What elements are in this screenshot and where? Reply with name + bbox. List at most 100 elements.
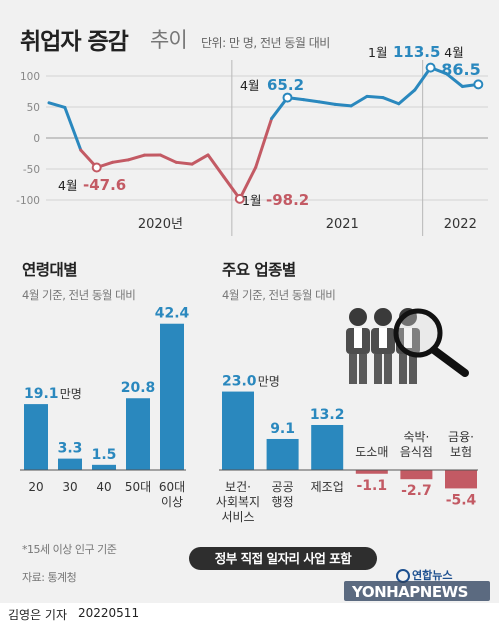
policy-note-badge: 정부 직접 일자리 사업 포함 — [189, 547, 377, 570]
person-shirt — [379, 328, 387, 348]
annotation-month: 4월 — [58, 178, 77, 193]
bar-value-label: -1.1 — [356, 478, 387, 494]
person-leg — [384, 354, 392, 384]
bar — [311, 424, 344, 470]
bar-value-label: 1.5 — [92, 447, 117, 463]
line-segment — [238, 165, 258, 201]
bar-value-label: 9.1 — [270, 421, 295, 437]
year-label: 2021 — [326, 217, 359, 232]
bar-value-label: 42.4 — [155, 306, 190, 322]
annotation-value: -98.2 — [266, 191, 309, 209]
footnote: *15세 이상 인구 기준 — [22, 543, 117, 556]
yonhap-logo-korean: 연합뉴스 — [412, 569, 453, 582]
bar-category-label: 도소매 — [355, 445, 388, 459]
line-segment — [47, 101, 67, 109]
bar — [355, 470, 388, 474]
bar-category-label: 사회복지 — [216, 495, 260, 509]
annotation-month: 1월 — [242, 193, 261, 208]
magnifier-handle — [430, 346, 469, 377]
person-shirt — [354, 328, 362, 348]
bar — [266, 438, 299, 470]
age-section-title: 연령대별 — [22, 261, 78, 279]
bar-value-label: 13.2 — [310, 407, 345, 423]
source-note: 자료: 통계청 — [22, 571, 77, 584]
bar-category-label: 서비스 — [221, 510, 254, 524]
unit-note: 단위: 만 명, 전년 동월 대비 — [201, 36, 330, 50]
annotation-value: 65.2 — [267, 76, 304, 94]
line-segment — [445, 72, 464, 88]
annotation-month: 4월 — [444, 45, 463, 60]
y-tick-label: 50 — [27, 102, 40, 114]
reporter-byline: 김영은 기자 — [8, 608, 68, 622]
bar — [160, 323, 184, 470]
line-segment — [254, 117, 274, 169]
person-shirt — [404, 328, 412, 348]
chart-canvas: 100 50 0 -50 -100 2020년 2021 2022 4월 -47.6 1월 -98.… — [16, 43, 490, 601]
bar-category-label: 20 — [28, 480, 43, 494]
yonhap-logo-mark — [344, 569, 490, 601]
person-head — [374, 308, 392, 326]
bar — [126, 398, 150, 470]
bar-category-label: 금융· — [448, 430, 474, 444]
year-label: 2020년 — [138, 217, 183, 232]
publish-date: 20220511 — [78, 606, 140, 620]
bar-category-label: 음식점 — [400, 445, 433, 459]
line-segment — [190, 153, 210, 166]
bar-category-label: 행정 — [272, 494, 294, 509]
industry-section-title: 주요 업종별 — [222, 261, 296, 279]
age-section-subtitle: 4월 기준, 전년 동월 대비 — [22, 288, 136, 302]
infographic-card — [0, 0, 499, 603]
bar — [58, 458, 82, 470]
people-magnifier-icon — [346, 308, 469, 384]
bar-category-label: 이상 — [161, 495, 183, 509]
y-tick-label: 0 — [33, 133, 40, 145]
line-segment — [206, 153, 226, 179]
logo-banner — [344, 581, 490, 601]
bar-value-label: -5.4 — [446, 492, 477, 508]
annotation-month: 1월 — [368, 45, 387, 60]
industry-section-subtitle: 4월 기준, 전년 동월 대비 — [222, 288, 336, 302]
person-head — [349, 308, 367, 326]
annotation-value: 86.5 — [441, 60, 480, 79]
bar — [222, 391, 254, 470]
bar-value-label: 23.0 — [222, 374, 257, 390]
line-chart-grid: 100 50 0 -50 -100 2020년 2021 2022 — [16, 60, 488, 236]
logo-circle-icon — [396, 569, 410, 583]
line-segment — [127, 153, 146, 162]
highlight-point — [473, 79, 484, 90]
bar — [24, 404, 48, 470]
annotation-month: 4월 — [240, 78, 259, 93]
bar — [400, 470, 433, 480]
line-segment — [381, 96, 401, 106]
person-leg — [359, 354, 367, 384]
highlight-point — [234, 193, 245, 204]
bar-category-label: 40 — [96, 480, 111, 494]
page-title: 취업자 증감 — [20, 29, 129, 55]
highlight-point — [91, 162, 102, 173]
bar-value-label: 3.3 — [58, 441, 83, 457]
y-tick-label: 100 — [20, 71, 40, 83]
bar-value-label: 20.8 — [121, 380, 156, 396]
line-segment — [317, 100, 337, 106]
y-tick-label: -50 — [23, 164, 40, 176]
bar — [445, 470, 477, 489]
bar-category-label: 60대 — [159, 480, 185, 494]
line-chart-series — [47, 62, 484, 204]
bar-unit-label: 만명 — [60, 387, 82, 401]
line-segment — [333, 102, 353, 108]
line-segment — [63, 105, 83, 152]
bar-category-label: 공공 — [272, 480, 294, 494]
page-title-suffix: 추이 — [150, 28, 188, 52]
year-label: 2022 — [444, 217, 477, 232]
person-leg — [399, 354, 407, 384]
line-segment — [111, 158, 130, 164]
person-leg — [409, 354, 417, 384]
bar-category-label: 숙박· — [403, 430, 429, 444]
line-segment — [158, 153, 178, 164]
bar-category-label: 제조업 — [311, 480, 344, 494]
yonhap-logo-english: YONHAPNEWS — [352, 583, 468, 601]
line-segment — [301, 98, 321, 104]
highlight-point — [425, 62, 436, 73]
